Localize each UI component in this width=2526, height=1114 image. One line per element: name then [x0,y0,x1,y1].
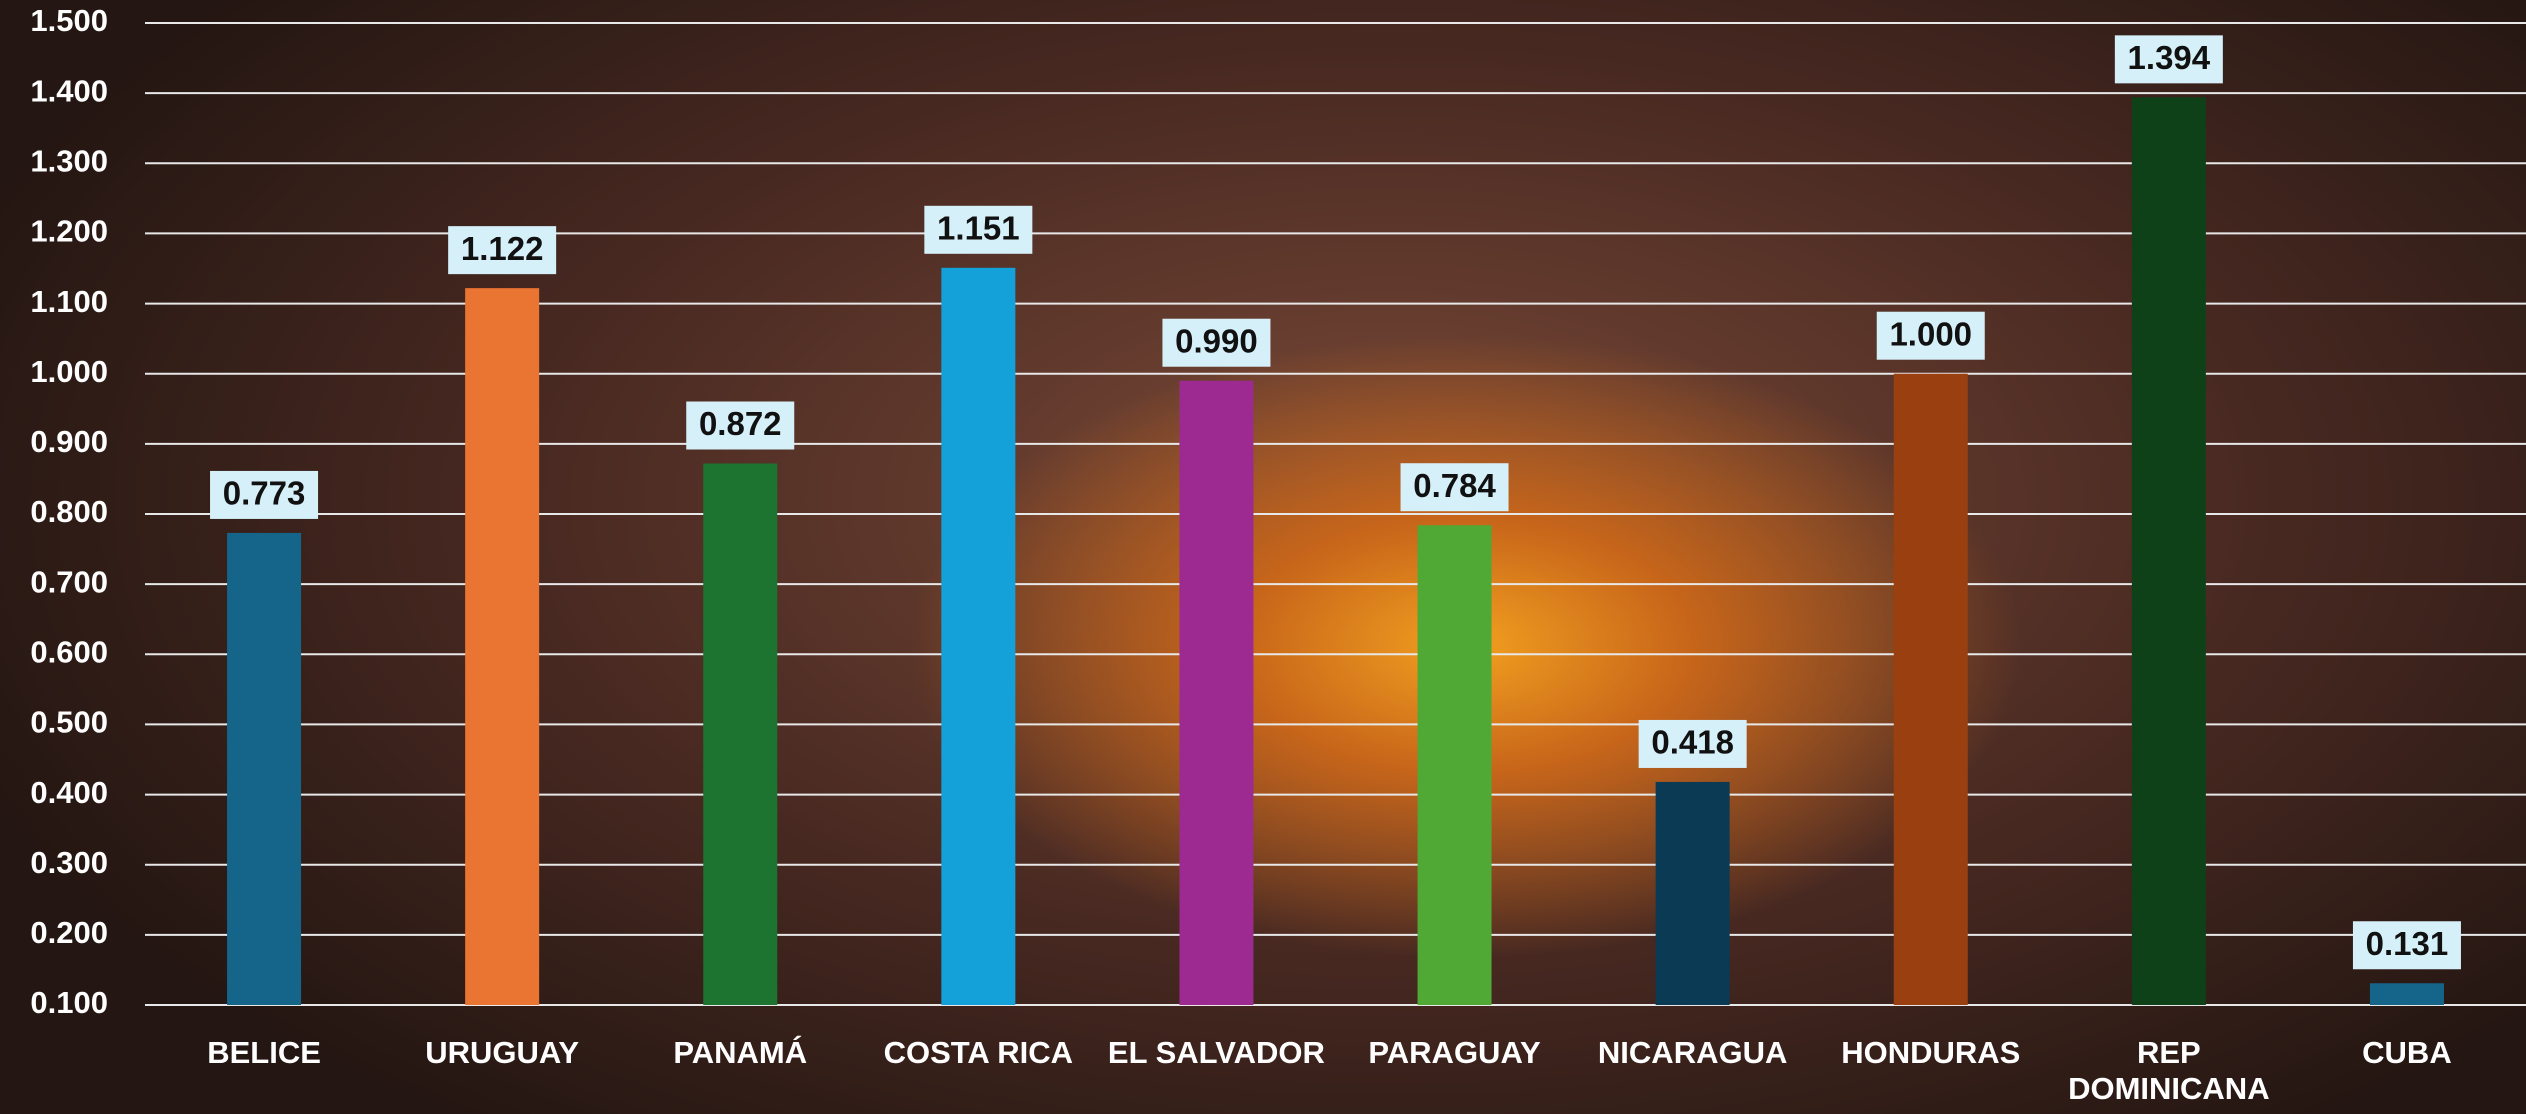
y-tick-label: 0.600 [30,634,108,669]
bar [703,463,778,1005]
y-tick-label: 1.000 [30,354,108,389]
y-tick-label: 0.200 [30,915,108,950]
y-tick-label: 0.900 [30,424,108,459]
value-label: 1.000 [1889,315,1972,352]
x-tick-label: URUGUAY [425,1035,580,1070]
x-tick-label: REP DOMINICANA [2068,1035,2270,1106]
bar [1179,380,1254,1005]
value-label: 1.122 [461,230,544,267]
x-tick-label: COSTA RICA [883,1035,1074,1070]
value-label-box [686,401,795,450]
value-label-box [448,226,557,275]
bar [941,267,1016,1005]
value-label-box [1876,311,1985,360]
y-tick-label: 1.100 [30,284,108,319]
value-label: 0.131 [2366,925,2449,962]
value-label: 0.418 [1651,724,1734,761]
value-label: 0.872 [699,405,782,442]
x-tick-label: BELICE [207,1035,321,1070]
y-tick-label: 0.700 [30,564,108,599]
bar [1655,781,1730,1005]
x-tick-label: EL SALVADOR [1107,1035,1325,1070]
y-tick-label: 1.300 [30,143,108,178]
y-tick-label: 0.300 [30,845,108,880]
value-label-box [1400,463,1509,512]
bar [227,532,302,1005]
x-tick-label: NICARAGUA [1597,1035,1788,1070]
bar [1417,525,1492,1005]
value-label-box [2114,35,2223,84]
bar [465,288,540,1005]
value-label-box [2352,921,2461,970]
x-tick-label: CUBA [2362,1035,2452,1070]
value-label-box [1638,719,1747,768]
x-tick-label: PARAGUAY [1368,1035,1541,1070]
y-tick-label: 0.500 [30,705,108,740]
value-label-box [210,470,319,519]
y-tick-label: 1.200 [30,214,108,249]
value-label: 0.784 [1413,467,1496,504]
x-tick-label: HONDURAS [1841,1035,2021,1070]
y-tick-label: 0.400 [30,775,108,810]
y-tick-label: 1.500 [30,3,108,38]
value-label-box [924,205,1033,254]
bar [2369,983,2444,1005]
value-label: 0.990 [1175,322,1258,359]
y-tick-label: 0.100 [30,985,108,1020]
value-label: 1.151 [937,210,1020,247]
bar [2131,97,2206,1005]
x-tick-label: PANAMÁ [673,1035,808,1070]
value-label-box [1162,318,1271,367]
value-label: 1.394 [2128,39,2211,76]
y-tick-label: 0.800 [30,494,108,529]
value-label: 0.773 [223,475,306,512]
y-tick-label: 1.400 [30,73,108,108]
bar [1893,373,1968,1005]
